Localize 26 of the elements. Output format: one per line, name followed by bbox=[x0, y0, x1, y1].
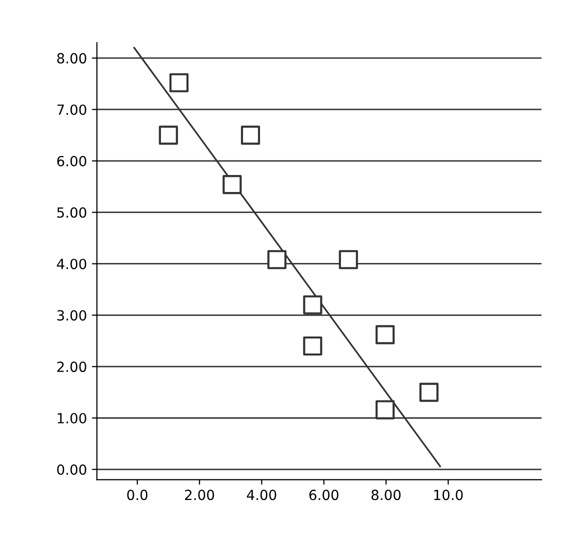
x-tick-label: 10.0 bbox=[434, 490, 463, 500]
point bbox=[222, 175, 242, 194]
y-tick-label: 7.00 bbox=[57, 104, 86, 115]
point bbox=[376, 325, 395, 344]
point bbox=[267, 250, 286, 270]
x-tick-label: 4.00 bbox=[246, 490, 276, 500]
point bbox=[240, 126, 260, 145]
point bbox=[338, 250, 358, 270]
x-tick-label: 2.00 bbox=[185, 490, 214, 500]
point bbox=[303, 336, 322, 356]
y-tick-label: 1.00 bbox=[58, 412, 86, 424]
y-tick-label: 3.00 bbox=[57, 310, 86, 321]
y-tick-label: 6.00 bbox=[57, 156, 86, 166]
y-tick-label: 8.00 bbox=[57, 53, 86, 64]
y-tick-label: 4.00 bbox=[56, 258, 86, 270]
y-tick-label: 0.00 bbox=[57, 464, 86, 475]
y-tick-label: 5.00 bbox=[57, 207, 86, 218]
point bbox=[158, 126, 178, 145]
point bbox=[419, 382, 438, 402]
point bbox=[169, 73, 189, 92]
x-tick-label: 0.0 bbox=[127, 490, 148, 500]
x-tick-label: 8.00 bbox=[372, 490, 401, 500]
point bbox=[376, 400, 395, 420]
point bbox=[303, 295, 322, 314]
x-tick-label: 6.00 bbox=[309, 490, 338, 500]
y-tick-label: 2.00 bbox=[57, 362, 86, 372]
